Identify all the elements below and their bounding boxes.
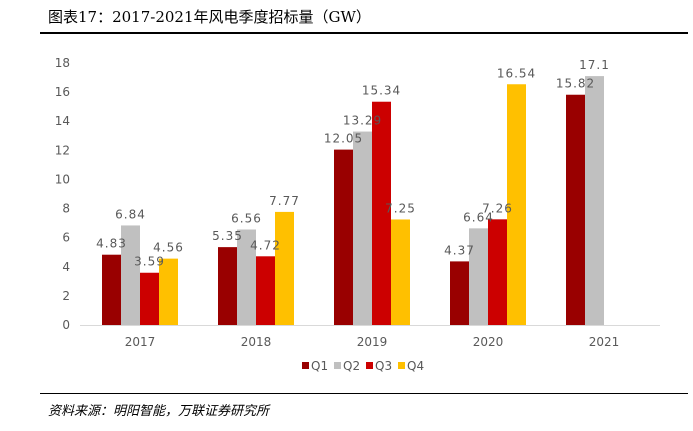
bar-q3-2019 <box>372 101 391 326</box>
bar-chart: 0 2 4 6 8 10 12 14 16 18 2017 2018 2019 2020 2021 4.8… <box>55 56 660 373</box>
data-label: 12.05 <box>324 132 363 146</box>
data-label: 4.37 <box>444 243 475 257</box>
bar-q3-2017 <box>140 272 159 325</box>
data-label: 4.83 <box>96 237 127 251</box>
source-rule <box>40 393 688 394</box>
bar-q2-2019 <box>353 131 372 325</box>
data-label: 6.84 <box>115 207 146 221</box>
y-tick-label: 18 <box>55 56 70 70</box>
data-label: 7.26 <box>482 201 513 215</box>
bar-q4-2019 <box>391 219 410 325</box>
y-tick-label: 6 <box>62 231 70 245</box>
legend-swatch-q4 <box>398 362 405 369</box>
y-tick-label: 4 <box>62 260 70 274</box>
y-tick-label: 12 <box>55 143 70 157</box>
data-label: 4.56 <box>153 241 184 255</box>
bar-q2-2017 <box>121 225 140 325</box>
x-tick-label: 2021 <box>589 335 620 349</box>
bar-q4-2020 <box>507 84 526 325</box>
y-tick-label: 0 <box>62 318 70 332</box>
bar-q4-2017 <box>159 258 178 325</box>
bar-q3-2018 <box>256 256 275 325</box>
legend-label-q3: Q3 <box>375 359 392 373</box>
legend-swatch-q1 <box>302 362 309 369</box>
data-label: 15.34 <box>362 84 401 98</box>
bar-q1-2021 <box>566 94 585 325</box>
x-tick-label: 2017 <box>125 335 156 349</box>
legend-swatch-q2 <box>334 362 341 369</box>
y-tick-label: 10 <box>55 172 70 186</box>
source-note: 资料来源：明阳智能，万联证券研究所 <box>48 404 270 419</box>
bar-q1-2017 <box>102 254 121 325</box>
legend-label-q1: Q1 <box>311 359 328 373</box>
x-axis: 2017 2018 2019 2020 2021 <box>80 325 660 349</box>
data-label: 13.29 <box>343 114 382 128</box>
y-tick-label: 14 <box>55 114 70 128</box>
bar-q4-2018 <box>275 211 294 325</box>
data-label: 16.54 <box>497 66 536 80</box>
x-tick-label: 2019 <box>357 335 388 349</box>
data-label: 7.77 <box>269 194 300 208</box>
legend: Q1 Q2 Q3 Q4 <box>302 359 424 373</box>
chart-title: 图表17：2017-2021年风电季度招标量（GW） <box>48 8 371 26</box>
data-label: 6.64 <box>463 210 494 224</box>
legend-label-q4: Q4 <box>407 359 424 373</box>
bar-q2-2018 <box>237 229 256 325</box>
y-tick-label: 8 <box>62 202 70 216</box>
data-label: 5.35 <box>212 229 243 243</box>
data-label: 17.1 <box>579 58 610 72</box>
bar-q1-2019 <box>334 149 353 325</box>
y-tick-label: 2 <box>62 289 70 303</box>
bar-q1-2018 <box>218 247 237 325</box>
data-label: 15.82 <box>556 77 595 91</box>
x-tick-label: 2020 <box>473 335 504 349</box>
data-labels: 4.83 6.84 3.594.56 5.35 6.56 4.72 7.77 12.05 13.… <box>96 58 610 269</box>
data-label: 6.56 <box>231 212 262 226</box>
bar-q3-2020 <box>488 219 507 325</box>
legend-swatch-q3 <box>366 362 373 369</box>
legend-label-q2: Q2 <box>343 359 360 373</box>
bar-series <box>102 76 604 326</box>
title-rule <box>40 32 688 34</box>
bar-q1-2020 <box>450 261 469 325</box>
bar-q2-2020 <box>469 228 488 325</box>
data-label: 7.25 <box>385 201 416 215</box>
x-tick-label: 2018 <box>241 335 272 349</box>
data-label: 3.59 <box>134 255 165 269</box>
bar-q2-2021 <box>585 76 604 325</box>
data-label: 4.72 <box>250 238 281 252</box>
y-tick-label: 16 <box>55 85 70 99</box>
y-axis: 0 2 4 6 8 10 12 14 16 18 <box>55 56 70 332</box>
